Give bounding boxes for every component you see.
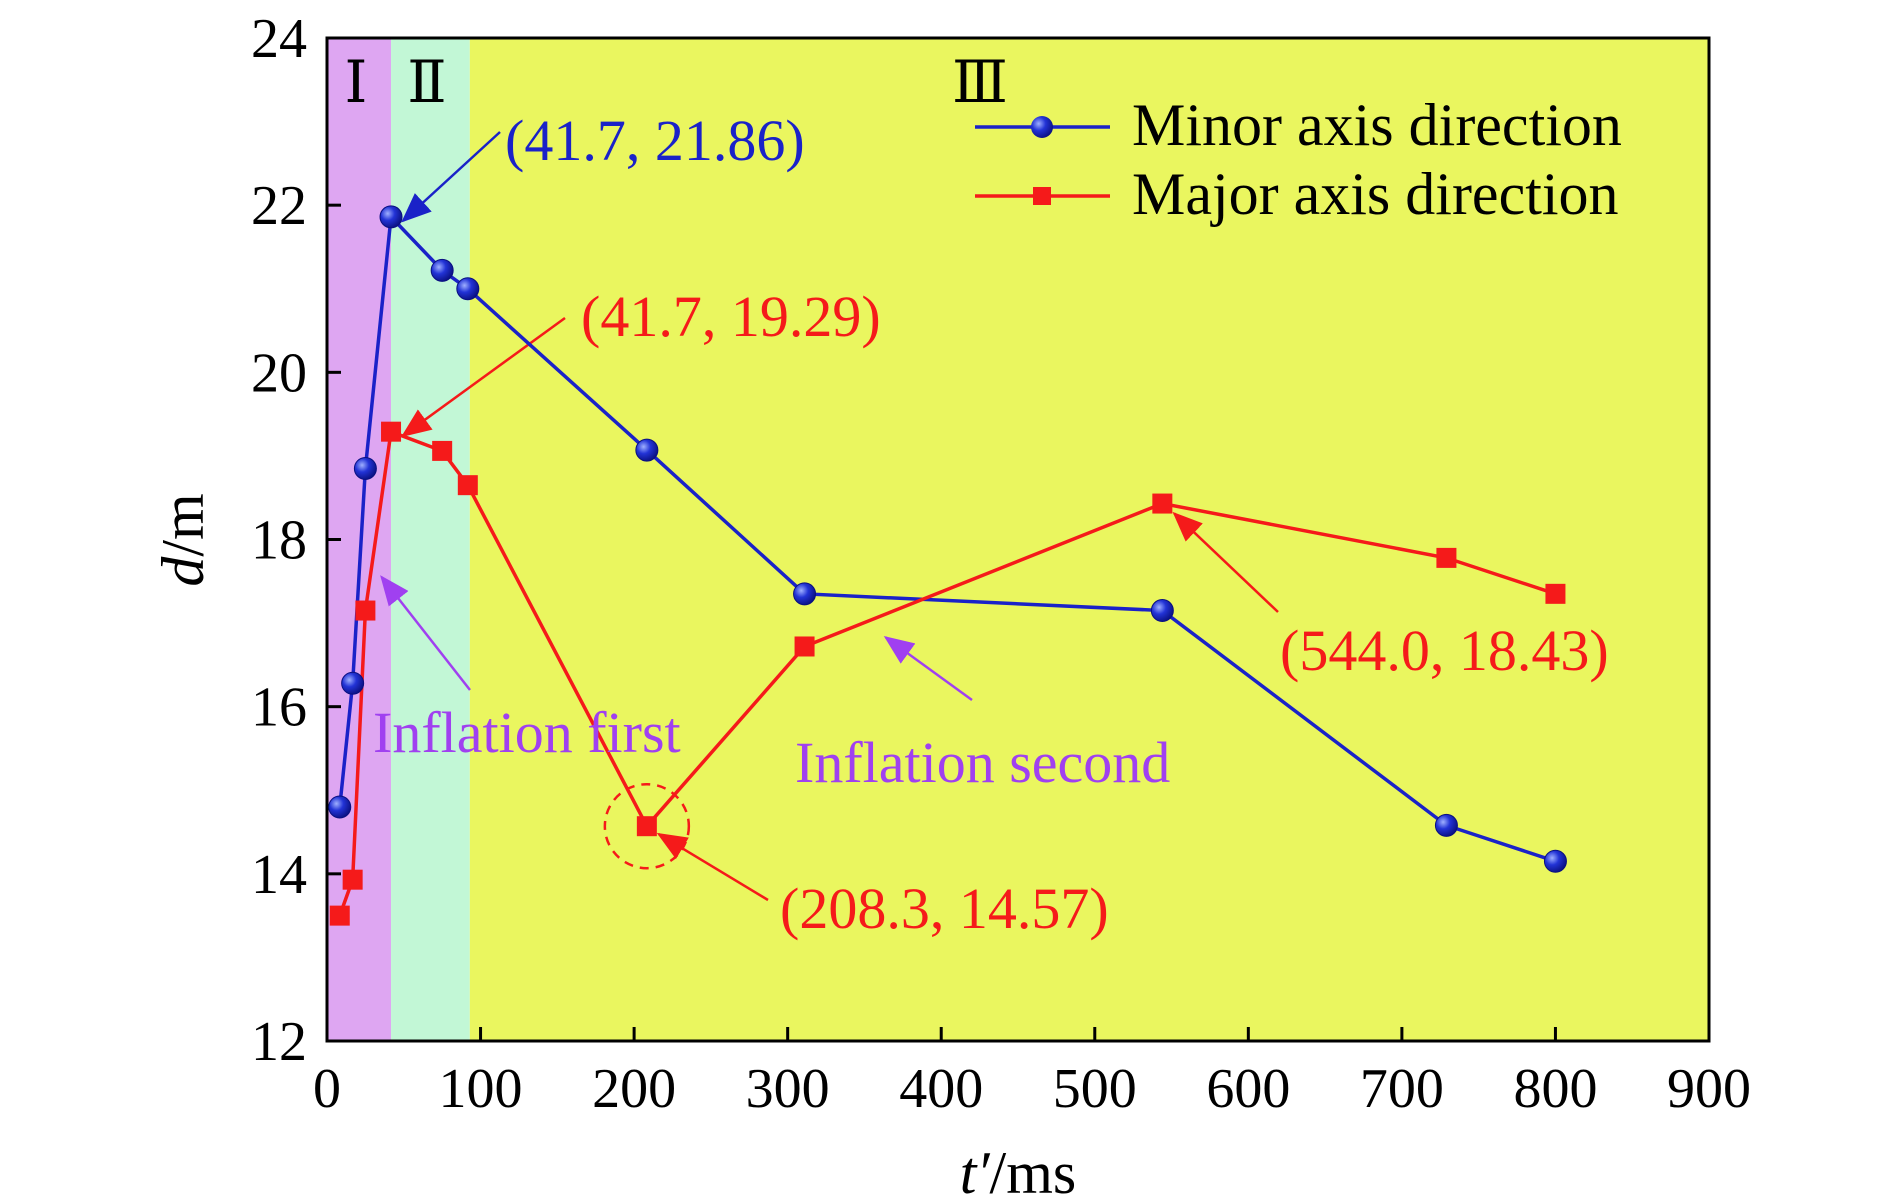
point-minor bbox=[1150, 599, 1174, 623]
point-minor bbox=[430, 258, 454, 282]
y-tick-label: 20 bbox=[251, 342, 307, 404]
annotation-arrows bbox=[380, 131, 1279, 902]
annotation-inflation-second: Inflation second bbox=[795, 730, 1170, 795]
point-major bbox=[457, 475, 478, 496]
point-minor bbox=[353, 456, 377, 480]
point-minor bbox=[1543, 849, 1567, 873]
point-major bbox=[1545, 583, 1566, 604]
point-major bbox=[1152, 493, 1173, 514]
y-tick-label: 24 bbox=[251, 8, 307, 70]
stage-regions bbox=[327, 38, 1710, 1041]
x-tick-label: 900 bbox=[1667, 1058, 1751, 1120]
point-minor bbox=[328, 795, 352, 819]
y-tick-label: 12 bbox=[251, 1011, 307, 1073]
arrow-peak-minor bbox=[401, 131, 501, 223]
x-axis-title: t′/ms bbox=[960, 1140, 1077, 1200]
arrow-inflation-second bbox=[883, 635, 973, 702]
x-tick-label: 500 bbox=[1053, 1058, 1137, 1120]
legend-text-minor: Minor axis direction bbox=[1132, 92, 1622, 158]
y-axis-title: d/m bbox=[150, 493, 216, 586]
y-axis-title-symbol: d bbox=[150, 556, 216, 587]
x-axis-title-symbol: t′ bbox=[960, 1140, 991, 1200]
annotation-minimum-major: (208.3, 14.57) bbox=[780, 876, 1109, 941]
series-layer bbox=[328, 205, 1567, 926]
region-label-1: Ⅰ bbox=[345, 50, 368, 115]
y-axis-title-unit: /m bbox=[150, 493, 216, 556]
x-tick-label: 800 bbox=[1513, 1058, 1597, 1120]
arrow-second-peak-major bbox=[1172, 511, 1279, 613]
arrow-peak-major bbox=[401, 316, 566, 438]
x-tick-label: 700 bbox=[1360, 1058, 1444, 1120]
arrow-inflation-first bbox=[380, 575, 471, 691]
x-tick-label: 600 bbox=[1206, 1058, 1290, 1120]
x-tick-label: 0 bbox=[313, 1058, 341, 1120]
region-3 bbox=[469, 38, 1710, 1041]
x-axis-title-unit: /ms bbox=[990, 1140, 1077, 1200]
x-tick-label: 100 bbox=[439, 1058, 523, 1120]
point-minor bbox=[793, 582, 817, 606]
point-major bbox=[342, 869, 363, 890]
minimum-highlight-circle bbox=[603, 782, 691, 870]
point-major bbox=[329, 905, 350, 926]
x-tick-label: 200 bbox=[592, 1058, 676, 1120]
legend: Minor axis direction Major axis directio… bbox=[975, 92, 1622, 227]
legend-marker-major bbox=[1033, 187, 1051, 205]
region-2 bbox=[391, 38, 470, 1041]
region-label-2: Ⅱ bbox=[407, 50, 446, 115]
y-tick-label: 22 bbox=[251, 175, 307, 237]
point-minor bbox=[341, 671, 365, 695]
y-tick-label: 16 bbox=[251, 677, 307, 739]
y-tick-label: 18 bbox=[251, 510, 307, 572]
y-tick-label: 14 bbox=[251, 844, 307, 906]
x-tick-label: 300 bbox=[746, 1058, 830, 1120]
x-tick-label: 400 bbox=[899, 1058, 983, 1120]
annotation-inflation-first: Inflation first bbox=[373, 700, 681, 765]
point-major bbox=[636, 816, 657, 837]
legend-marker-minor bbox=[1031, 116, 1053, 138]
annotation-peak-minor: (41.7, 21.86) bbox=[505, 108, 805, 173]
point-major bbox=[794, 636, 815, 657]
point-major bbox=[1436, 547, 1457, 568]
point-major bbox=[381, 421, 402, 442]
point-major bbox=[355, 600, 376, 621]
point-major bbox=[432, 440, 453, 461]
annotation-peak-major: (41.7, 19.29) bbox=[581, 284, 881, 349]
point-minor bbox=[379, 205, 403, 229]
arrow-minimum-major bbox=[656, 832, 769, 902]
point-minor bbox=[456, 277, 480, 301]
annotation-second-peak-major: (544.0, 18.43) bbox=[1280, 618, 1609, 683]
axis-ticks: 0 100 200 300 400 500 600 700 800 900 12 14 16 18 20 22… bbox=[251, 8, 1751, 1120]
legend-text-major: Major axis direction bbox=[1132, 161, 1619, 227]
point-minor bbox=[1434, 813, 1458, 837]
region-label-3: Ⅲ bbox=[952, 50, 1008, 115]
point-minor bbox=[635, 438, 659, 462]
